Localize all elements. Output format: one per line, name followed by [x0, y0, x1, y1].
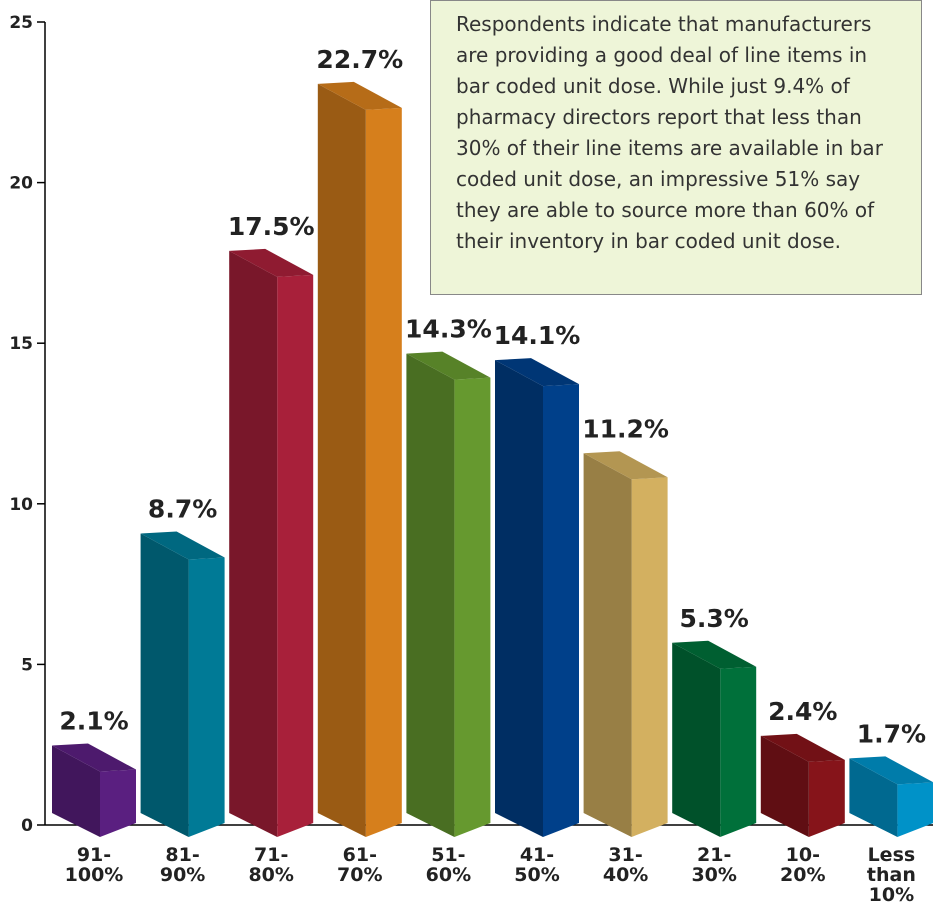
- bar-top: [229, 248, 314, 277]
- x-tick-label: 10- 20%: [780, 844, 826, 886]
- bar-side: [631, 477, 668, 837]
- value-label: 14.3%: [405, 315, 492, 344]
- bar-front: [52, 745, 100, 837]
- x-tick-label: 81- 90%: [159, 844, 206, 886]
- bar-front: [672, 642, 721, 837]
- value-label: 11.2%: [582, 414, 669, 443]
- bar-front: [760, 735, 809, 837]
- x-tick-label: 51- 60%: [425, 844, 472, 886]
- y-tick-label: 25: [9, 13, 33, 33]
- bar-top: [583, 451, 668, 480]
- x-tick-label: 91- 100%: [64, 844, 124, 886]
- bar-top: [140, 531, 225, 560]
- bar-side: [720, 666, 757, 837]
- y-tick-label: 15: [9, 334, 33, 354]
- bar-top: [672, 640, 757, 669]
- y-tick-label: 20: [9, 174, 33, 194]
- y-tick-label: 5: [21, 655, 33, 675]
- bar-top: [52, 743, 136, 772]
- bar-front: [317, 83, 366, 838]
- x-tick-label: 71- 80%: [248, 844, 294, 886]
- bar-front: [140, 533, 189, 837]
- x-tick-label: 41- 50%: [514, 844, 560, 886]
- value-label: 2.4%: [768, 697, 837, 726]
- bar-top: [317, 81, 402, 110]
- value-label: 5.3%: [680, 604, 749, 633]
- x-tick-label: Less than 10%: [866, 844, 916, 906]
- x-tick-label: 21- 30%: [691, 844, 737, 886]
- bar-top: [849, 756, 933, 785]
- bar-top: [760, 733, 845, 762]
- bar-top: [495, 358, 579, 387]
- bar-side: [454, 377, 491, 837]
- value-label: 1.7%: [857, 719, 926, 748]
- bar-front: [495, 360, 543, 837]
- bar-front: [406, 353, 455, 837]
- y-tick-label: 0: [21, 816, 33, 836]
- value-label: 14.1%: [494, 321, 581, 350]
- bar-side: [543, 384, 579, 837]
- bar-side: [277, 274, 314, 837]
- value-label: 2.1%: [59, 707, 128, 736]
- x-tick-label: 31- 40%: [602, 844, 649, 886]
- bar-side: [365, 107, 402, 838]
- value-label: 8.7%: [148, 495, 217, 524]
- x-tick-label: 61- 70%: [337, 844, 383, 886]
- bar-front: [229, 250, 278, 837]
- y-tick-label: 10: [9, 495, 33, 515]
- bar-side: [808, 759, 845, 837]
- bar-top: [406, 351, 491, 380]
- value-label: 22.7%: [316, 45, 403, 74]
- value-label: 17.5%: [228, 212, 315, 241]
- bar-front: [583, 453, 632, 837]
- annotation: Respondents indicate that manufacturers …: [430, 0, 922, 295]
- bar-side: [188, 557, 225, 837]
- bar-side: [100, 769, 136, 837]
- bar-side: [897, 782, 933, 837]
- bar-front: [849, 758, 898, 837]
